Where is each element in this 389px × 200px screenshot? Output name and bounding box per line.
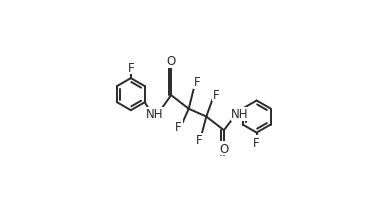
Text: F: F (128, 62, 134, 74)
Text: F: F (194, 76, 201, 89)
Text: F: F (253, 136, 260, 149)
Text: NH: NH (146, 108, 163, 121)
Text: F: F (195, 134, 202, 147)
Text: O: O (166, 55, 176, 68)
Text: O: O (219, 142, 229, 155)
Text: F: F (175, 120, 182, 133)
Text: NH: NH (231, 108, 249, 121)
Text: F: F (213, 88, 220, 101)
